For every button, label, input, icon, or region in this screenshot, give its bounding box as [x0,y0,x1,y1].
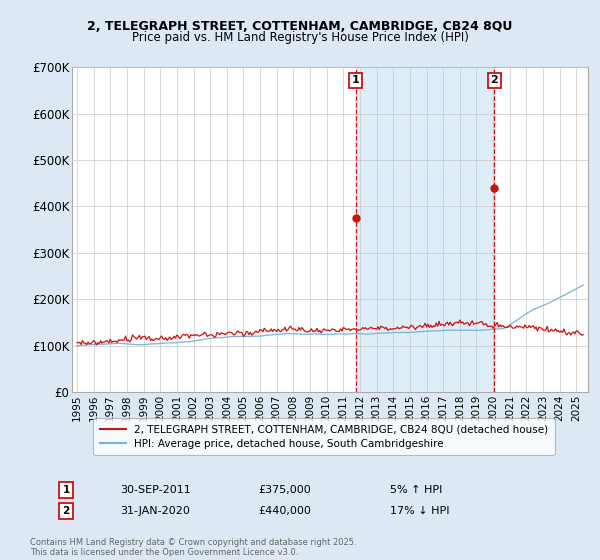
Text: 30-SEP-2011: 30-SEP-2011 [120,485,191,495]
Text: 1: 1 [62,485,70,495]
Text: 17% ↓ HPI: 17% ↓ HPI [390,506,449,516]
Text: £440,000: £440,000 [258,506,311,516]
Text: 1: 1 [352,76,359,85]
Text: 2: 2 [491,76,499,85]
Text: 2, TELEGRAPH STREET, COTTENHAM, CAMBRIDGE, CB24 8QU: 2, TELEGRAPH STREET, COTTENHAM, CAMBRIDG… [88,20,512,32]
Text: 31-JAN-2020: 31-JAN-2020 [120,506,190,516]
Legend: 2, TELEGRAPH STREET, COTTENHAM, CAMBRIDGE, CB24 8QU (detached house), HPI: Avera: 2, TELEGRAPH STREET, COTTENHAM, CAMBRIDG… [94,418,554,455]
Text: Contains HM Land Registry data © Crown copyright and database right 2025.
This d: Contains HM Land Registry data © Crown c… [30,538,356,557]
Text: 2: 2 [62,506,70,516]
Bar [356,67,494,392]
Text: £375,000: £375,000 [258,485,311,495]
Text: 5% ↑ HPI: 5% ↑ HPI [390,485,442,495]
Text: Price paid vs. HM Land Registry's House Price Index (HPI): Price paid vs. HM Land Registry's House … [131,31,469,44]
